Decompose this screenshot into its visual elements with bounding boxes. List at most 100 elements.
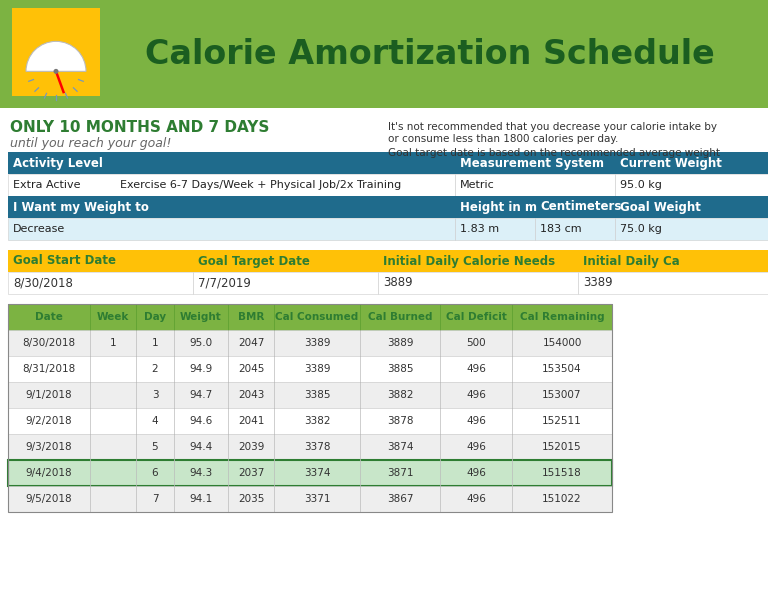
Text: 94.1: 94.1	[190, 494, 213, 504]
Text: 3882: 3882	[387, 390, 413, 400]
Text: 3867: 3867	[387, 494, 413, 504]
Text: ONLY 10 MONTHS AND 7 DAYS: ONLY 10 MONTHS AND 7 DAYS	[10, 120, 270, 135]
Wedge shape	[26, 41, 86, 72]
Bar	[193, 250, 378, 272]
Text: I Want my Weight to: I Want my Weight to	[13, 201, 149, 214]
Text: Week: Week	[97, 312, 129, 322]
Bar	[578, 272, 768, 294]
Text: BMR: BMR	[238, 312, 264, 322]
Text: Calorie Amortization Schedule: Calorie Amortization Schedule	[145, 37, 715, 70]
Text: 151022: 151022	[542, 494, 582, 504]
Text: 3: 3	[152, 390, 158, 400]
Bar	[8, 460, 612, 486]
Bar	[615, 218, 768, 240]
Text: 8/30/2018: 8/30/2018	[22, 338, 75, 348]
Bar	[8, 174, 455, 196]
Text: 3389: 3389	[583, 276, 613, 289]
Bar	[8, 382, 612, 408]
Text: 2047: 2047	[238, 338, 264, 348]
Text: 8/30/2018: 8/30/2018	[13, 276, 73, 289]
Text: Centimeters: Centimeters	[540, 201, 621, 214]
Text: 496: 496	[466, 494, 486, 504]
Bar	[193, 272, 378, 294]
Bar	[8, 304, 612, 330]
Text: 3389: 3389	[304, 364, 330, 374]
Bar	[8, 304, 612, 512]
Text: Goal target date is based on the recommended average weight: Goal target date is based on the recomme…	[388, 148, 720, 158]
Bar	[615, 174, 768, 196]
Text: Activity Level: Activity Level	[13, 156, 103, 169]
Text: 7/7/2019: 7/7/2019	[198, 276, 251, 289]
Text: 152511: 152511	[542, 416, 582, 426]
Bar	[455, 152, 615, 174]
Text: 7: 7	[152, 494, 158, 504]
Text: Decrease: Decrease	[13, 224, 65, 234]
Text: Cal Remaining: Cal Remaining	[520, 312, 604, 322]
Bar	[455, 218, 535, 240]
Text: 3889: 3889	[383, 276, 412, 289]
Text: Metric: Metric	[460, 180, 495, 190]
Bar	[8, 218, 455, 240]
Text: 2037: 2037	[238, 468, 264, 478]
Text: Day: Day	[144, 312, 166, 322]
Text: Date: Date	[35, 312, 63, 322]
Text: 3871: 3871	[387, 468, 413, 478]
Text: or consume less than 1800 calories per day.: or consume less than 1800 calories per d…	[388, 134, 618, 144]
Text: until you reach your goal!: until you reach your goal!	[10, 137, 171, 150]
Text: 2041: 2041	[238, 416, 264, 426]
Text: 5: 5	[152, 442, 158, 452]
Text: 94.7: 94.7	[190, 390, 213, 400]
Text: Cal Consumed: Cal Consumed	[276, 312, 359, 322]
Bar	[378, 250, 578, 272]
Bar	[8, 434, 612, 460]
Text: Measurement System: Measurement System	[460, 156, 604, 169]
Bar	[8, 356, 612, 382]
Text: 94.4: 94.4	[190, 442, 213, 452]
Bar	[8, 196, 455, 218]
Text: Weight: Weight	[180, 312, 222, 322]
Text: 3371: 3371	[304, 494, 330, 504]
Text: 3889: 3889	[387, 338, 413, 348]
Text: 2039: 2039	[238, 442, 264, 452]
Text: Goal Weight: Goal Weight	[620, 201, 701, 214]
Bar	[535, 218, 615, 240]
Text: 152015: 152015	[542, 442, 582, 452]
Text: 500: 500	[466, 338, 486, 348]
Bar	[15, 11, 97, 93]
Text: 3885: 3885	[387, 364, 413, 374]
Bar	[8, 272, 193, 294]
Bar	[12, 8, 100, 96]
Bar	[0, 0, 768, 108]
Text: 3385: 3385	[304, 390, 330, 400]
Text: It's not recommended that you decrease your calorie intake by: It's not recommended that you decrease y…	[388, 122, 717, 132]
Bar	[615, 196, 768, 218]
Bar	[578, 250, 768, 272]
Bar	[455, 196, 535, 218]
Text: 3389: 3389	[304, 338, 330, 348]
Text: 1.83 m: 1.83 m	[460, 224, 499, 234]
Text: Goal Start Date: Goal Start Date	[13, 255, 116, 268]
Text: 3378: 3378	[304, 442, 330, 452]
Text: 496: 496	[466, 416, 486, 426]
Text: Initial Daily Ca: Initial Daily Ca	[583, 255, 680, 268]
Text: 9/4/2018: 9/4/2018	[25, 468, 72, 478]
Text: 3874: 3874	[387, 442, 413, 452]
Text: 4: 4	[152, 416, 158, 426]
Text: 8/31/2018: 8/31/2018	[22, 364, 75, 374]
Bar	[535, 196, 615, 218]
Text: 2: 2	[152, 364, 158, 374]
Bar	[615, 152, 768, 174]
Text: 75.0 kg: 75.0 kg	[620, 224, 662, 234]
Text: Exercise 6-7 Days/Week + Physical Job/2x Training: Exercise 6-7 Days/Week + Physical Job/2x…	[120, 180, 401, 190]
Text: 94.9: 94.9	[190, 364, 213, 374]
Text: 95.0: 95.0	[190, 338, 213, 348]
Text: 9/5/2018: 9/5/2018	[25, 494, 72, 504]
Text: 153504: 153504	[542, 364, 582, 374]
Text: 95.0 kg: 95.0 kg	[620, 180, 662, 190]
Text: Goal Target Date: Goal Target Date	[198, 255, 310, 268]
Bar	[0, 108, 768, 592]
Bar	[8, 408, 612, 434]
Text: 6: 6	[152, 468, 158, 478]
Circle shape	[54, 69, 58, 74]
Text: 9/3/2018: 9/3/2018	[25, 442, 72, 452]
